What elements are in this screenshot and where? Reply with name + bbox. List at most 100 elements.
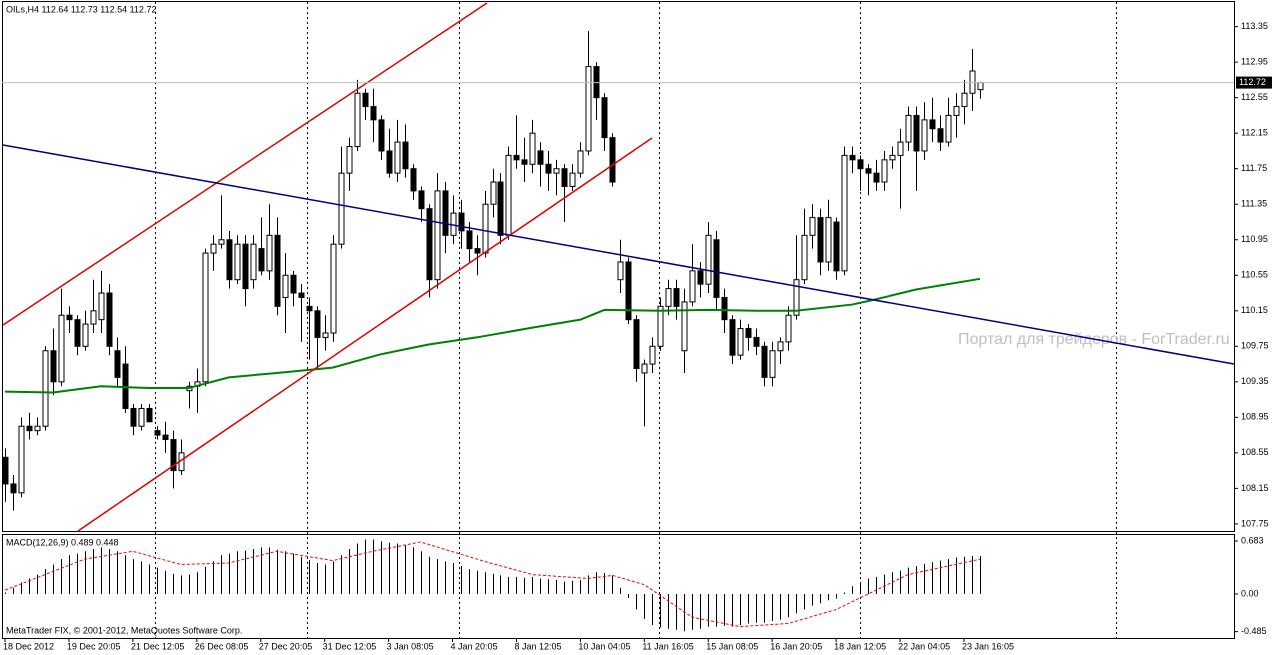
candle-body [338, 172, 345, 245]
main-panel [2, 1, 1235, 532]
candle-body [793, 279, 800, 316]
y-tick-label: 111.75 [1241, 163, 1267, 173]
candle-body [921, 119, 928, 152]
candle-body [330, 243, 337, 334]
candle-body [769, 350, 776, 378]
candle-body [226, 239, 233, 281]
candle-body [482, 203, 489, 254]
candle-body [114, 350, 121, 378]
candle-body [689, 270, 696, 303]
candle-body [410, 168, 417, 192]
candle-body [42, 350, 49, 427]
footer: MetaTrader FIX, © 2001-2012, MetaQuotes … [6, 625, 242, 635]
candle-body [673, 288, 680, 307]
x-tick-label: 22 Jan 04:05 [898, 641, 950, 651]
candle-body [729, 319, 736, 356]
candle-body [521, 159, 528, 165]
x-tick-label: 21 Dec 12:05 [131, 641, 185, 651]
candle-body [873, 172, 880, 183]
macd-panel [2, 534, 1235, 639]
candle-body [354, 92, 361, 148]
candle-body [66, 314, 73, 321]
candle-body [609, 137, 616, 183]
candle-body [881, 159, 888, 183]
candle-body [937, 128, 944, 143]
x-tick-label: 31 Dec 12:05 [323, 641, 377, 651]
chart-header: OILs,H4 112.64 112.73 112.54 112.72 [6, 4, 156, 14]
x-tick-label: 18 Dec 2012 [3, 641, 54, 651]
price-tag-label: 112.72 [1239, 77, 1266, 87]
candle-body [314, 310, 321, 338]
candle-body [258, 248, 265, 272]
candle-body [490, 181, 497, 205]
macd-signal [4, 541, 981, 628]
x-tick-label: 10 Jan 04:05 [578, 641, 630, 651]
y-tick-label: 110.95 [1241, 234, 1268, 244]
candle-body [130, 407, 137, 427]
candle-body [10, 483, 17, 494]
candle-body [705, 234, 712, 285]
candle-body [545, 163, 552, 174]
y-tick-label: 109.35 [1241, 376, 1269, 386]
candle-body [633, 319, 640, 370]
x-tick-label: 26 Dec 08:05 [195, 641, 249, 651]
candle-body [386, 150, 393, 174]
candle-body [721, 296, 728, 321]
candle-body [697, 270, 704, 285]
candle-body [625, 261, 632, 321]
candle-body [569, 172, 576, 187]
candle-body [426, 208, 433, 281]
x-tick-label: 27 Dec 20:05 [259, 641, 313, 651]
candle-body [146, 407, 153, 423]
candle-body [362, 92, 369, 108]
candle-body [529, 132, 536, 165]
marks [2, 31, 984, 632]
candle-body [90, 310, 97, 325]
y-tick-label: 112.15 [1241, 128, 1268, 138]
macd-y-tick-label: 0.00 [1241, 588, 1259, 598]
candle-body [458, 212, 465, 232]
candle-body [170, 439, 177, 472]
candle-body [442, 190, 449, 236]
candle-body [210, 243, 217, 254]
y-tick-label: 110.15 [1241, 305, 1268, 315]
candle-body [753, 336, 760, 347]
x-tick-label: 19 Dec 20:05 [67, 641, 121, 651]
candle-body [617, 261, 624, 281]
candle-body [537, 150, 544, 165]
candle-body [817, 217, 824, 263]
candle-body [929, 119, 936, 130]
candle-body [497, 181, 504, 236]
y-tick-label: 112.55 [1241, 92, 1268, 102]
x-tick-label: 8 Jan 12:05 [514, 641, 561, 651]
candle-body [833, 221, 840, 272]
candle-body [777, 341, 784, 352]
candle-body [601, 97, 608, 139]
candle-body [394, 141, 401, 174]
candle-body [785, 314, 792, 343]
candle-body [801, 234, 808, 281]
x-tick-label: 11 Jan 16:05 [642, 641, 693, 651]
candle-body [641, 363, 648, 374]
candle-body [474, 248, 481, 254]
candle-body [825, 217, 832, 263]
candle-body [665, 288, 672, 307]
candle-body [649, 345, 656, 365]
y-tick-label: 108.95 [1241, 412, 1269, 422]
x-tick-label: 18 Jan 12:05 [834, 641, 886, 651]
candle-body [945, 114, 952, 143]
candle-body [378, 119, 385, 152]
candle-body [913, 114, 920, 152]
candle-body [905, 114, 912, 143]
candle-body [250, 243, 257, 281]
candle-body [202, 252, 209, 383]
candle-body [370, 106, 377, 121]
candle-body [234, 243, 241, 281]
candle-body [162, 434, 169, 441]
y-tick-label: 113.35 [1241, 21, 1268, 31]
candle-body [218, 239, 225, 245]
candle-body [897, 141, 904, 156]
candle-body [306, 305, 313, 312]
y-tick-label: 111.35 [1241, 199, 1267, 209]
